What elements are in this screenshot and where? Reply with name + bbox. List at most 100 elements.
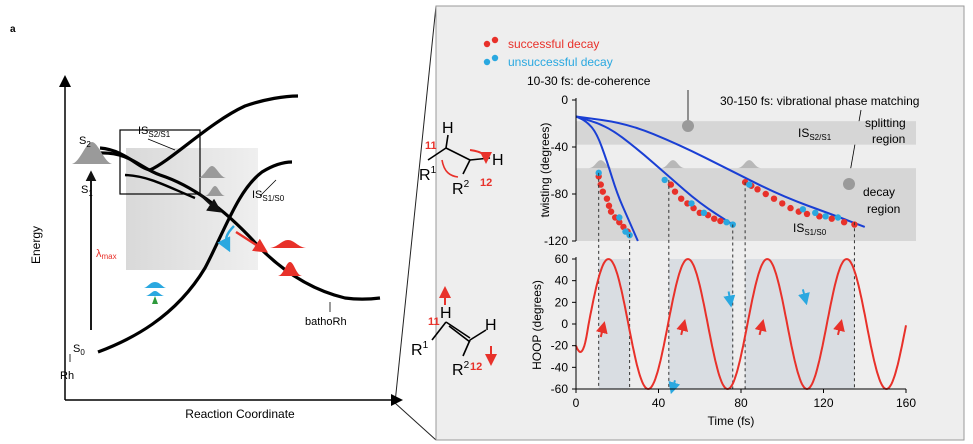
r2-bottom: R2	[452, 360, 470, 379]
is-s1s0-pointer	[259, 179, 277, 197]
twisting-chart: 0 -40 -80 -120 ISS2/S1 ISS1/S0 splitting re…	[538, 93, 916, 248]
lambda-max-label: λmax	[96, 248, 117, 261]
hoop-chart: 60 40 20 0 -20 -40 -60 0 40 80 120 160 HOOP (degree…	[530, 172, 916, 428]
energy-axis-label: Energy	[29, 226, 43, 264]
time-tick-label: 120	[813, 396, 833, 410]
decoherence-note: 10-30 fs: de-coherence	[527, 74, 651, 88]
hoop-tick-label: 60	[555, 252, 569, 266]
r1-bottom: R1	[411, 340, 429, 359]
twist-curve-2	[575, 115, 734, 226]
molecule-bottom: H H R1 R2 11 12	[411, 286, 497, 379]
phase-matching-note: 30-150 fs: vibrational phase matching	[720, 94, 919, 108]
molecule-top: H H R1 R2 11 12	[419, 120, 504, 198]
time-tick-label: 80	[734, 396, 748, 410]
zoom-line-top	[394, 5, 437, 404]
success-point	[840, 219, 848, 226]
wavepacket-gray-1	[72, 142, 112, 164]
is-s2s1-pointer	[147, 138, 176, 151]
twisting-axis-label: twisting (degrees)	[538, 123, 552, 218]
time-tick-label: 40	[652, 396, 666, 410]
wavepacket-gray-2	[198, 166, 226, 178]
hoop-tick-label: 40	[555, 274, 569, 288]
is-s2s1-label: ISS2/S1	[138, 125, 171, 139]
hoop-axis-label: HOOP (degrees)	[530, 280, 544, 370]
legend: successful decay unsuccessful decay	[483, 36, 613, 69]
svg-text:H: H	[440, 305, 452, 322]
success-point	[603, 195, 611, 202]
reaction-axis-label: Reaction Coordinate	[185, 407, 295, 421]
decay-marker	[843, 178, 855, 190]
band-hump	[588, 160, 613, 169]
success-point	[605, 202, 613, 209]
hoop-arrow-red	[833, 318, 845, 336]
legend-success-label: successful decay	[508, 37, 599, 51]
energy-diagram: Energy Reaction Coordinate	[29, 5, 437, 441]
hoop-arrow-red	[595, 321, 608, 338]
time-axis-label: Time (fs)	[708, 414, 755, 428]
success-point	[779, 200, 786, 207]
svg-text:H: H	[442, 120, 454, 137]
success-point	[616, 219, 623, 226]
success-point	[828, 215, 835, 222]
is-top-label: ISS2/S1	[798, 126, 832, 142]
hoop-sine-curve	[575, 258, 907, 391]
svg-text:11: 11	[425, 140, 437, 152]
twisting-tick-label: -120	[544, 234, 568, 248]
r2-top: R2	[452, 179, 470, 198]
twisting-tick-label: -40	[551, 140, 569, 154]
splitting-region-label: region	[872, 132, 905, 146]
is-s2s1-band	[576, 121, 916, 145]
hoop-tick-label: 20	[555, 295, 569, 309]
black-decay-arrow	[199, 193, 222, 213]
decay-label: decay	[863, 185, 895, 199]
is-s1s0-label: ISS1/S0	[252, 189, 285, 203]
hoop-arrow-red	[676, 318, 689, 336]
decoherence-marker	[682, 120, 694, 132]
fail-point	[688, 200, 695, 207]
legend-red-dot-1	[483, 40, 491, 48]
hoop-arrow-blue	[798, 289, 810, 306]
success-point	[671, 188, 679, 195]
r1-top: R1	[419, 165, 437, 184]
hoop-tick-label: -40	[551, 360, 569, 374]
fail-point	[661, 176, 668, 184]
rh-label: Rh	[60, 370, 74, 382]
success-point	[787, 204, 794, 212]
success-point	[599, 188, 607, 195]
zoom-line-bottom	[394, 402, 437, 441]
success-point	[762, 190, 769, 198]
fail-point	[723, 219, 730, 226]
legend-blue-dot-1	[483, 58, 491, 66]
blue-return-arrow	[217, 225, 235, 253]
success-point	[710, 215, 718, 222]
twisting-tick-label: 0	[561, 93, 568, 107]
wavepacket-blue-2	[146, 291, 164, 296]
wavepacket-red-1	[270, 240, 306, 248]
success-point	[754, 186, 761, 193]
success-point	[607, 208, 615, 215]
hoop-tick-label: 0	[561, 317, 568, 331]
wavepacket-green	[152, 296, 158, 304]
hoop-arrow-blue	[723, 291, 736, 308]
fail-point	[616, 214, 623, 221]
time-tick-label: 0	[573, 396, 580, 410]
svg-text:H: H	[492, 152, 504, 169]
hoop-tick-label: -60	[551, 382, 569, 396]
s1-label: S1	[81, 184, 93, 198]
hoop-tick-label: -20	[551, 339, 569, 353]
s0-label: S0	[73, 343, 85, 357]
fail-point	[746, 181, 753, 188]
s0-curve	[97, 160, 293, 354]
hoop-arrow-red	[754, 318, 767, 336]
batho-label: bathoRh	[305, 316, 347, 328]
hoop-shade	[598, 259, 630, 389]
success-point	[770, 195, 778, 202]
svg-text:12: 12	[480, 177, 492, 189]
fail-point	[834, 214, 842, 221]
fail-point	[822, 213, 829, 220]
panel-label: a	[10, 24, 16, 35]
fail-point	[700, 209, 708, 216]
s2-label: S2	[79, 135, 91, 149]
s1-left-branch	[124, 173, 196, 200]
